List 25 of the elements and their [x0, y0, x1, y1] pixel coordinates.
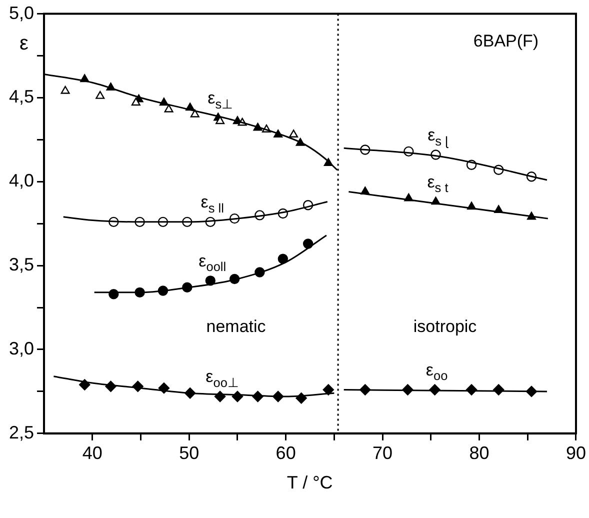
x-tick-label: 70	[372, 443, 393, 464]
point	[131, 98, 140, 106]
y-tick-label: 3,5	[8, 254, 34, 275]
x-tick-label: 60	[276, 443, 296, 464]
annotation: isotropic	[413, 317, 478, 336]
x-tick-label: 80	[469, 443, 490, 464]
y-tick-label: 3,0	[8, 338, 34, 358]
x-tick-label: 40	[82, 443, 102, 464]
x-axis-title: T / °C	[286, 472, 333, 492]
point	[164, 104, 174, 112]
x-tick-label: 90	[566, 443, 586, 464]
point	[96, 90, 105, 99]
annotation: 6BAP(F)	[473, 31, 539, 50]
point	[216, 116, 225, 124]
point	[190, 109, 200, 118]
y-tick-label: 5,0	[8, 2, 34, 23]
y-axis-title: ε	[20, 32, 29, 54]
x-tick-label: 50	[179, 443, 200, 464]
y-tick-label: 4,5	[8, 86, 34, 107]
annotation: nematic	[206, 317, 266, 336]
y-tick-label: 2,5	[8, 422, 34, 442]
point	[289, 130, 298, 138]
point	[322, 384, 334, 396]
y-tick-label: 4,0	[8, 170, 34, 191]
point	[60, 86, 70, 94]
